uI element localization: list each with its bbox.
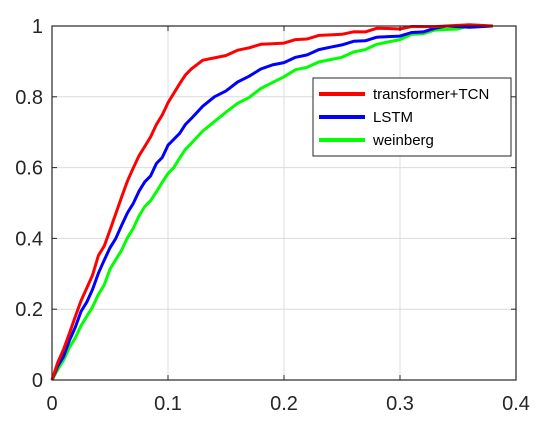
legend: transformer+TCN LSTM weinberg <box>312 77 512 157</box>
legend-label: weinberg <box>372 132 434 149</box>
series-line-transformer-tcn <box>50 23 493 381</box>
series-line-lstm <box>50 24 493 381</box>
series-lines <box>50 23 493 381</box>
x-tick-label: 0.4 <box>502 393 530 415</box>
legend-label: LSTM <box>373 109 413 126</box>
y-tick-label: 1 <box>32 16 43 38</box>
y-tick-label: 0.6 <box>15 158 43 180</box>
legend-label: transformer+TCN <box>373 86 489 103</box>
y-tick-label: 0.2 <box>15 299 43 321</box>
axis-ticks: 0 0.1 0.2 0.3 0.4 0 0.2 0.4 0.6 0.8 1 <box>15 16 530 415</box>
x-tick-label: 0.1 <box>154 393 182 415</box>
y-tick-label: 0.8 <box>15 87 43 109</box>
y-tick-label: 0.4 <box>15 228 43 250</box>
y-tick-label: 0 <box>32 370 43 392</box>
series-line-weinberg <box>50 23 488 381</box>
x-tick-label: 0.2 <box>270 393 298 415</box>
x-tick-label: 0 <box>46 393 57 415</box>
x-tick-label: 0.3 <box>386 393 414 415</box>
